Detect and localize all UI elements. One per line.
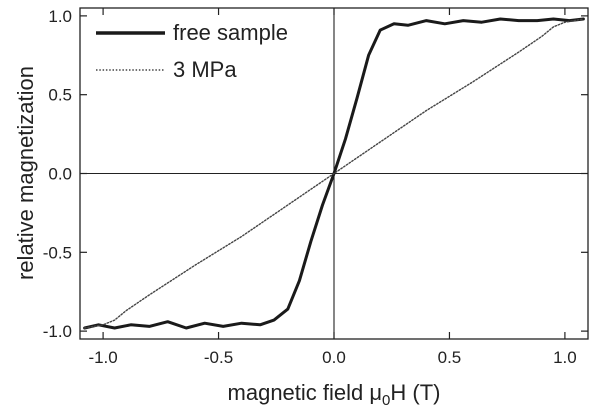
x-tick-label: -0.5 (204, 348, 233, 367)
y-tick-label: 1.0 (48, 7, 72, 26)
x-tick-label: 0.0 (322, 348, 346, 367)
x-tick-label: -1.0 (88, 348, 117, 367)
x-tick-label: 1.0 (553, 348, 577, 367)
x-axis-title: magnetic field μ0H (T) (228, 380, 441, 409)
y-tick-label: 0.5 (48, 86, 72, 105)
legend-label-3mpa: 3 MPa (173, 57, 237, 82)
y-tick-label: -0.5 (43, 243, 72, 262)
y-axis-title: relative magnetization (13, 66, 38, 280)
series-line-3mpa (83, 18, 585, 329)
x-tick-label: 0.5 (438, 348, 462, 367)
series-layer (83, 17, 585, 330)
axis-ticks: -1.0 -0.5 0.0 0.5 1.0 -1.0 -0.5 0.0 0.5 1.0 (43, 7, 588, 367)
y-tick-label: -1.0 (43, 322, 72, 341)
legend-label-free-sample: free sample (173, 20, 288, 45)
legend: free sample 3 MPa (96, 20, 288, 82)
y-tick-label: 0.0 (48, 165, 72, 184)
